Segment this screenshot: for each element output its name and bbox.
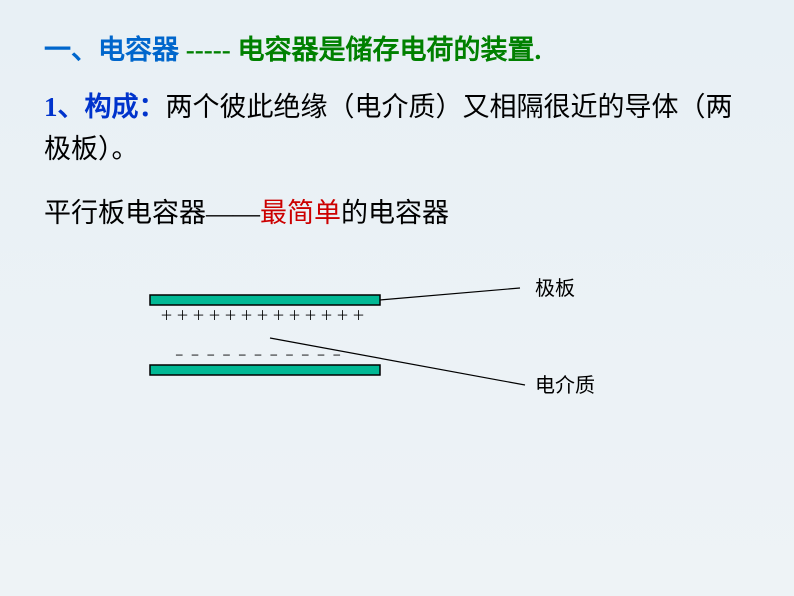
parallel-suffix: 的电容器 [341,198,449,228]
positive-charges: ＋＋＋＋＋＋＋＋＋＋＋＋＋ [160,308,368,323]
parallel-prefix: 平行板电容器—— [44,198,260,228]
section-heading: 一、电容器 [44,35,179,65]
dielectric-label: 电介质 [535,374,595,397]
heading-desc: 电容器是储存电荷的装置. [237,35,541,65]
dielectric-label-line [270,338,525,385]
simplest-highlight: 最简单 [260,198,341,228]
slide-content: 一、电容器 ----- 电容器是储存电荷的装置. 1、构成：两个彼此绝缘（电介质… [0,0,794,298]
heading-line: 一、电容器 ----- 电容器是储存电荷的装置. [44,28,750,67]
plate-label-line [380,288,520,300]
negative-charges: – – – – – – – – – – – [175,346,343,361]
parallel-plate-line: 平行板电容器——最简单的电容器 [44,191,750,230]
composition-line: 1、构成：两个彼此绝缘（电介质）又相隔很近的导体（两极板）。 [44,87,750,171]
item-number: 1、构成： [44,92,166,122]
plate-label: 极板 [535,277,575,300]
top-plate [150,295,380,305]
heading-sep: ----- [186,35,231,65]
capacitor-diagram: ＋＋＋＋＋＋＋＋＋＋＋＋＋ – – – – – – – – – – – 极板 电… [130,270,670,490]
bottom-plate [150,365,380,375]
